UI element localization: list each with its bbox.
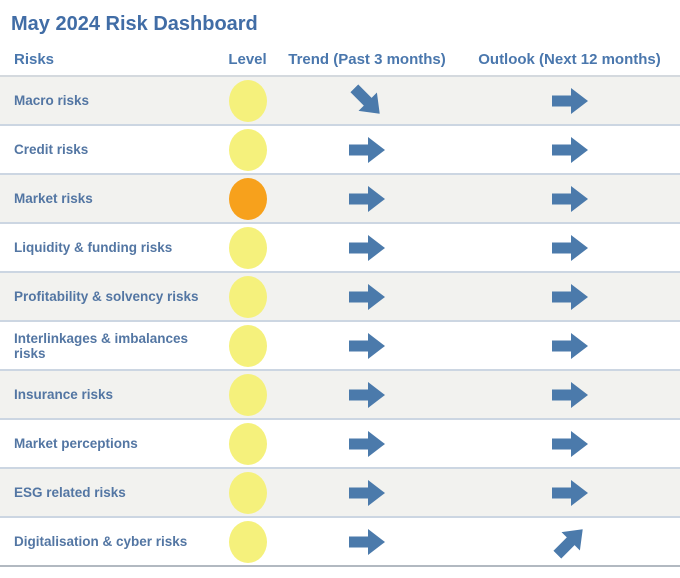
risk-level-indicator	[228, 226, 267, 269]
trend-cell	[275, 528, 459, 555]
outlook-cell	[459, 430, 680, 457]
trend-arrow-icon	[349, 283, 385, 310]
risk-name-cell: Market risks	[0, 191, 220, 206]
risk-name-cell: Credit risks	[0, 142, 220, 157]
outlook-cell	[459, 87, 680, 114]
outlook-arrow-icon	[551, 87, 588, 114]
risk-name-cell: Market perceptions	[0, 436, 220, 451]
risk-label: Market perceptions	[14, 436, 138, 451]
column-header-risks: Risks	[14, 51, 55, 68]
risk-name-cell: Insurance risks	[0, 387, 220, 402]
column-header-outlook: Outlook (Next 12 months)	[478, 51, 661, 68]
outlook-cell	[459, 381, 680, 408]
table-row: ESG related risks	[0, 469, 680, 518]
risk-name-cell: ESG related risks	[0, 485, 220, 500]
table-row: Digitalisation & cyber risks	[0, 518, 680, 567]
risk-level-cell	[220, 471, 275, 514]
outlook-arrow-icon	[551, 136, 588, 163]
risk-name-cell: Macro risks	[0, 93, 220, 108]
risk-level-cell	[220, 373, 275, 416]
risk-label: Market risks	[14, 191, 93, 206]
trend-cell	[275, 430, 459, 457]
risk-label: Insurance risks	[14, 387, 114, 402]
trend-cell	[275, 83, 459, 114]
risk-level-cell	[220, 520, 275, 563]
outlook-cell	[459, 283, 680, 310]
trend-cell	[275, 479, 459, 506]
risk-level-cell	[220, 275, 275, 318]
outlook-arrow-icon	[551, 234, 588, 261]
risk-level-indicator	[228, 471, 267, 514]
trend-arrow-icon	[345, 79, 389, 123]
outlook-arrow-icon	[551, 283, 588, 310]
risk-label: Credit risks	[14, 142, 89, 157]
table-row: Credit risks	[0, 126, 680, 175]
trend-cell	[275, 332, 459, 359]
risk-level-cell	[220, 226, 275, 269]
risk-level-indicator	[228, 275, 267, 318]
table-row: Profitability & solvency risks	[0, 273, 680, 322]
risk-level-indicator	[228, 373, 267, 416]
outlook-arrow-icon	[551, 332, 588, 359]
outlook-cell	[459, 234, 680, 261]
risk-level-indicator	[228, 324, 267, 367]
risk-level-cell	[220, 177, 275, 220]
trend-arrow-icon	[349, 185, 385, 212]
outlook-arrow-icon	[548, 520, 592, 564]
risk-level-indicator	[228, 128, 267, 171]
page-title: May 2024 Risk Dashboard	[11, 13, 258, 35]
trend-cell	[275, 283, 459, 310]
trend-cell	[275, 234, 459, 261]
column-header-trend: Trend (Past 3 months)	[288, 51, 446, 68]
table-row: Macro risks	[0, 77, 680, 126]
outlook-arrow-icon	[551, 479, 588, 506]
table-header: Risks Level Trend (Past 3 months) Outloo…	[0, 44, 680, 77]
risk-level-cell	[220, 128, 275, 171]
table-row: Liquidity & funding risks	[0, 224, 680, 273]
risk-level-indicator	[228, 422, 267, 465]
risk-label: Profitability & solvency risks	[14, 289, 199, 304]
outlook-cell	[459, 185, 680, 212]
risk-label: Macro risks	[14, 93, 90, 108]
trend-cell	[275, 136, 459, 163]
outlook-arrow-icon	[551, 430, 588, 457]
risk-level-indicator	[228, 177, 267, 220]
outlook-arrow-icon	[551, 381, 588, 408]
risk-name-cell: Interlinkages & imbalances risks	[0, 331, 220, 361]
risk-name-cell: Digitalisation & cyber risks	[0, 534, 220, 549]
table-row: Market perceptions	[0, 420, 680, 469]
risk-name-cell: Profitability & solvency risks	[0, 289, 220, 304]
trend-arrow-icon	[349, 332, 385, 359]
trend-arrow-icon	[349, 430, 385, 457]
outlook-arrow-icon	[551, 185, 588, 212]
risk-label: Liquidity & funding risks	[14, 240, 173, 255]
table-row: Insurance risks	[0, 371, 680, 420]
outlook-cell	[459, 136, 680, 163]
outlook-cell	[459, 332, 680, 359]
trend-cell	[275, 185, 459, 212]
risk-label: Digitalisation & cyber risks	[14, 534, 188, 549]
risk-table-body: Macro risks Credit risks	[0, 77, 680, 567]
trend-arrow-icon	[349, 528, 385, 555]
trend-cell	[275, 381, 459, 408]
risk-label: Interlinkages & imbalances risks	[14, 330, 189, 361]
risk-level-cell	[220, 79, 275, 122]
outlook-cell	[459, 528, 680, 559]
risk-label: ESG related risks	[14, 485, 126, 500]
risk-level-indicator	[228, 520, 267, 563]
outlook-cell	[459, 479, 680, 506]
risk-level-indicator	[228, 79, 267, 122]
risk-level-cell	[220, 422, 275, 465]
trend-arrow-icon	[349, 136, 385, 163]
table-row: Market risks	[0, 175, 680, 224]
risk-name-cell: Liquidity & funding risks	[0, 240, 220, 255]
table-row: Interlinkages & imbalances risks	[0, 322, 680, 371]
trend-arrow-icon	[349, 234, 385, 261]
trend-arrow-icon	[349, 381, 385, 408]
risk-level-cell	[220, 324, 275, 367]
column-header-level: Level	[228, 51, 267, 68]
trend-arrow-icon	[349, 479, 385, 506]
